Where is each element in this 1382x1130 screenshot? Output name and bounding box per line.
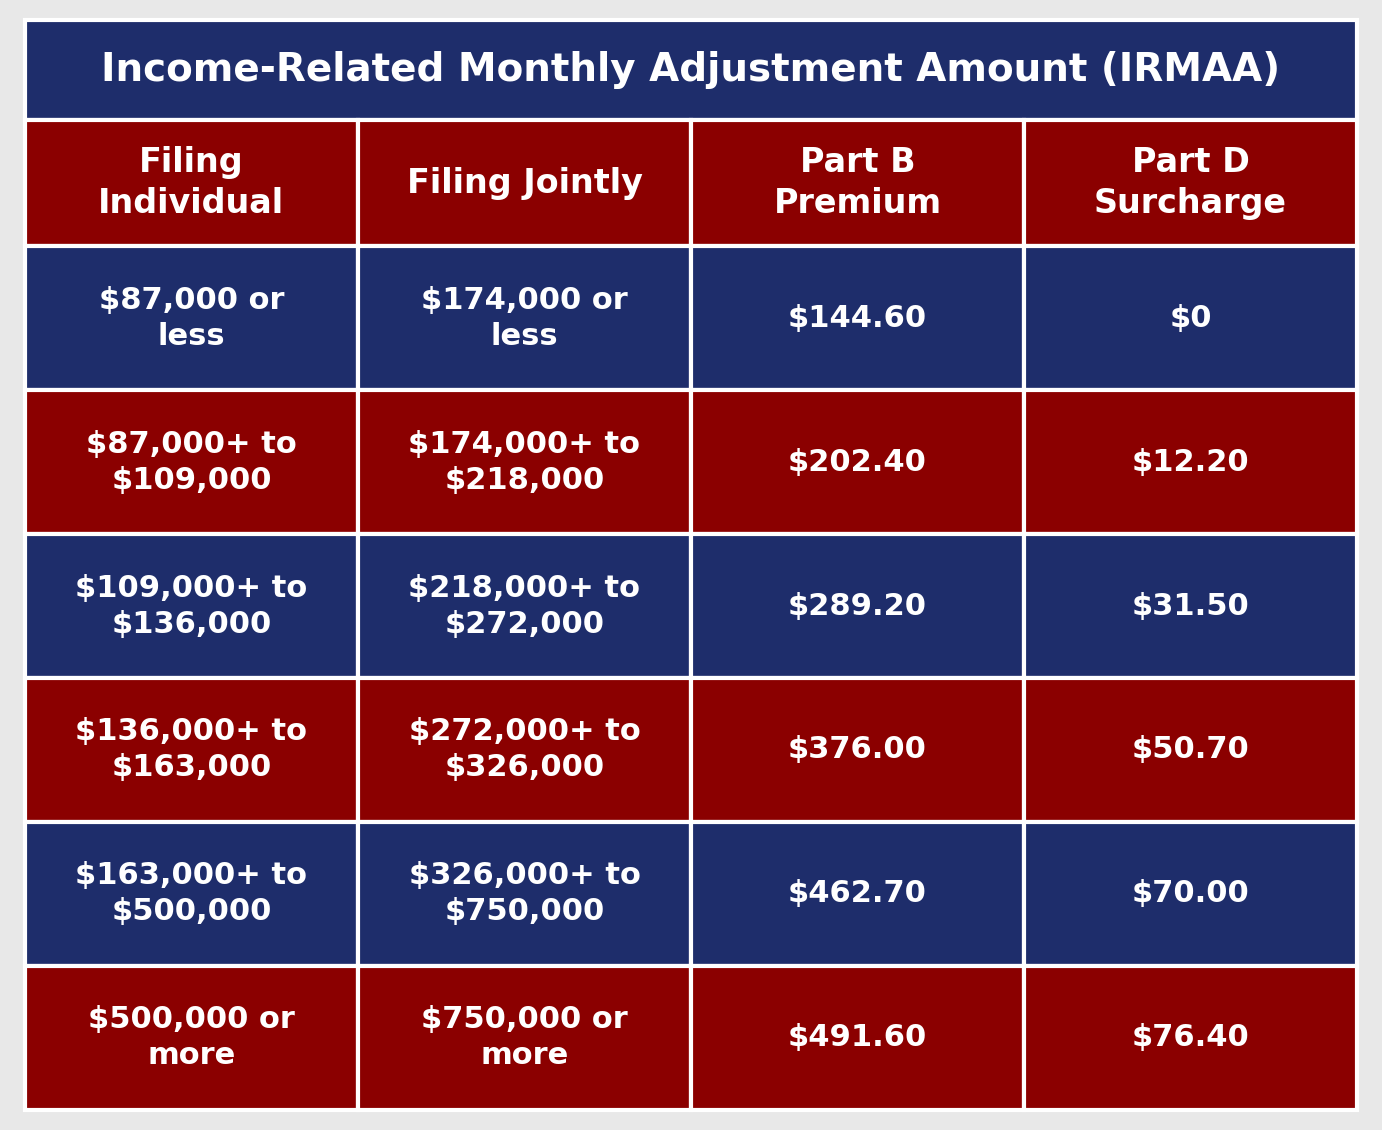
- Text: $12.20: $12.20: [1132, 447, 1249, 477]
- Text: $0: $0: [1169, 304, 1212, 332]
- Bar: [358, 246, 691, 390]
- Bar: [358, 678, 691, 822]
- Bar: [25, 390, 358, 534]
- Bar: [691, 390, 1024, 534]
- Text: $750,000 or
more: $750,000 or more: [422, 1006, 627, 1070]
- Bar: [25, 678, 358, 822]
- Text: $163,000+ to
$500,000: $163,000+ to $500,000: [76, 861, 307, 927]
- Text: Filing Jointly: Filing Jointly: [406, 166, 643, 200]
- Text: $462.70: $462.70: [788, 879, 927, 909]
- Bar: [25, 822, 358, 966]
- Text: $31.50: $31.50: [1132, 592, 1249, 620]
- Bar: [25, 246, 358, 390]
- Bar: [358, 120, 691, 246]
- Bar: [1024, 822, 1357, 966]
- Bar: [1024, 678, 1357, 822]
- Bar: [358, 822, 691, 966]
- Bar: [691, 534, 1024, 678]
- Bar: [25, 966, 358, 1110]
- Bar: [691, 678, 1024, 822]
- Text: $500,000 or
more: $500,000 or more: [88, 1006, 294, 1070]
- Text: $87,000+ to
$109,000: $87,000+ to $109,000: [86, 429, 297, 495]
- Bar: [358, 966, 691, 1110]
- Bar: [691, 966, 1024, 1110]
- Text: $136,000+ to
$163,000: $136,000+ to $163,000: [76, 718, 307, 782]
- Bar: [358, 390, 691, 534]
- Text: $174,000 or
less: $174,000 or less: [422, 286, 627, 350]
- Text: $144.60: $144.60: [788, 304, 927, 332]
- Bar: [358, 534, 691, 678]
- Text: $289.20: $289.20: [788, 592, 927, 620]
- Bar: [1024, 534, 1357, 678]
- Text: $218,000+ to
$272,000: $218,000+ to $272,000: [409, 574, 640, 638]
- Text: $376.00: $376.00: [788, 736, 927, 764]
- Text: $491.60: $491.60: [788, 1024, 927, 1052]
- Bar: [25, 120, 358, 246]
- Text: Income-Related Monthly Adjustment Amount (IRMAA): Income-Related Monthly Adjustment Amount…: [101, 51, 1281, 89]
- Text: Part B
Premium: Part B Premium: [774, 146, 941, 220]
- Bar: [25, 20, 1357, 120]
- Text: $174,000+ to
$218,000: $174,000+ to $218,000: [409, 429, 640, 495]
- Text: $202.40: $202.40: [788, 447, 927, 477]
- Text: $326,000+ to
$750,000: $326,000+ to $750,000: [409, 861, 640, 927]
- Bar: [1024, 246, 1357, 390]
- Bar: [691, 120, 1024, 246]
- Text: $50.70: $50.70: [1132, 736, 1249, 764]
- Bar: [691, 246, 1024, 390]
- Text: $70.00: $70.00: [1132, 879, 1249, 909]
- Text: Filing
Individual: Filing Individual: [98, 146, 285, 220]
- Bar: [691, 822, 1024, 966]
- Text: $87,000 or
less: $87,000 or less: [98, 286, 285, 350]
- Text: $76.40: $76.40: [1132, 1024, 1249, 1052]
- Text: $272,000+ to
$326,000: $272,000+ to $326,000: [409, 718, 640, 782]
- Bar: [1024, 390, 1357, 534]
- Text: $109,000+ to
$136,000: $109,000+ to $136,000: [75, 574, 308, 638]
- Text: Part D
Surcharge: Part D Surcharge: [1095, 146, 1287, 220]
- Bar: [1024, 966, 1357, 1110]
- Bar: [25, 534, 358, 678]
- Bar: [1024, 120, 1357, 246]
